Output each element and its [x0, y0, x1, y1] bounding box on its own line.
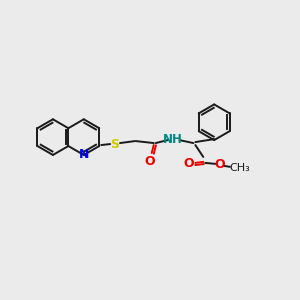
Text: O: O: [145, 155, 155, 168]
Text: N: N: [79, 148, 89, 161]
Text: CH₃: CH₃: [230, 163, 250, 173]
Text: O: O: [183, 158, 194, 170]
Text: O: O: [215, 158, 225, 171]
Text: NH: NH: [163, 133, 182, 146]
Text: S: S: [111, 138, 120, 151]
